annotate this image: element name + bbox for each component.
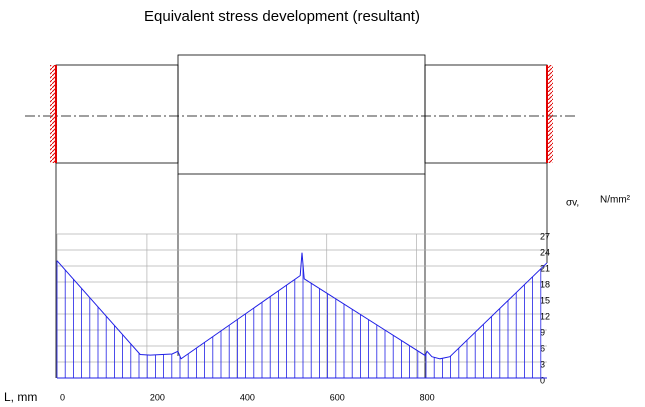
y-tick-label: 6 <box>540 343 545 353</box>
y-unit: N/mm² <box>600 195 631 206</box>
supports <box>50 65 553 163</box>
x-tick-label: 400 <box>240 392 255 402</box>
y-tick-label: 24 <box>540 247 550 257</box>
y-tick-label: 15 <box>540 295 550 305</box>
x-tick-label: 200 <box>150 392 165 402</box>
y-tick-label: 12 <box>540 311 550 321</box>
y-axis-label: σv, <box>566 198 579 209</box>
series-line <box>56 252 548 360</box>
shaft <box>25 54 578 378</box>
y-tick-label: 9 <box>540 327 545 337</box>
y-tick-label: 21 <box>540 263 550 273</box>
x-axis-label: L, mm <box>4 390 37 404</box>
chart-title: Equivalent stress development (resultant… <box>144 8 420 25</box>
x-tick-label: 0 <box>60 392 65 402</box>
y-tick-label: 0 <box>540 375 545 385</box>
y-tick-label: 27 <box>540 231 550 241</box>
x-tick-label: 800 <box>420 392 435 402</box>
y-tick-label: 3 <box>540 359 545 369</box>
y-tick-label: 18 <box>540 279 550 289</box>
x-tick-label: 600 <box>330 392 345 402</box>
